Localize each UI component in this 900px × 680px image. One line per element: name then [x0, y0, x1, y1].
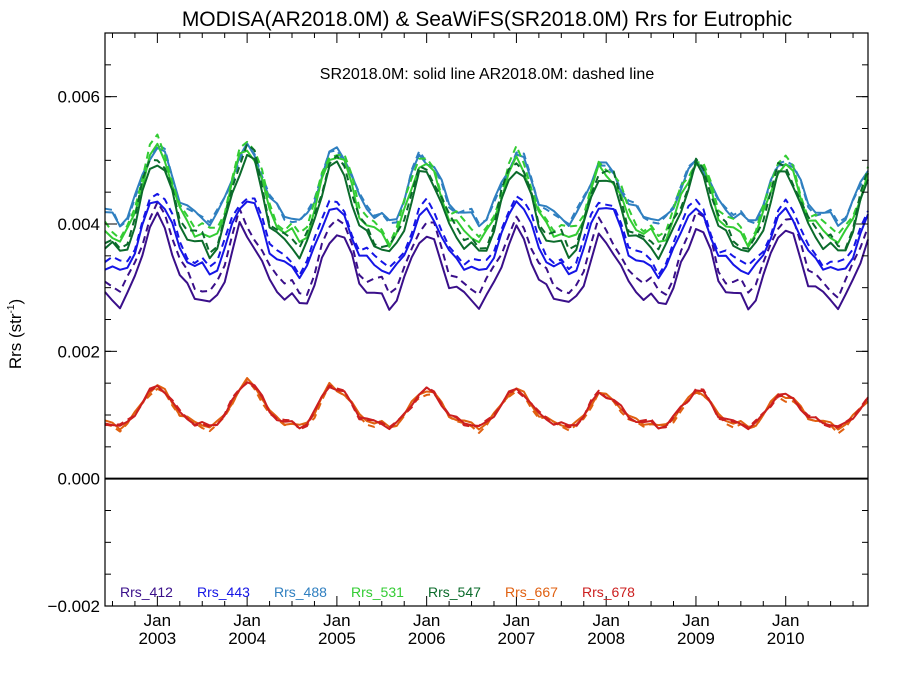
series-line-rrs-547-dashed [104, 143, 869, 254]
svg-text:Rrs (str-1): Rrs (str-1) [6, 299, 25, 369]
x-tick-label-year: 2003 [138, 629, 176, 648]
y-tick-label: −0.002 [48, 597, 100, 616]
y-tick-label: 0.006 [57, 88, 100, 107]
x-tick-label-year: 2009 [677, 629, 715, 648]
series-line-rrs-531-dashed [104, 133, 869, 246]
x-tick-label-month: Jan [592, 611, 619, 630]
x-tick-label-year: 2006 [408, 629, 446, 648]
y-axis-label-end: ) [6, 299, 25, 305]
series-line-rrs-412-solid [104, 211, 869, 311]
legend: Rrs_412 Rrs_443 Rrs_488 Rrs_531 Rrs_547 Rrs_6… [120, 584, 635, 600]
x-tick-label-year: 2010 [767, 629, 805, 648]
series-line-rrs-443-solid [104, 200, 869, 280]
axes: −0.0020.0000.0020.0040.006Jan2003Jan2004… [48, 32, 869, 648]
series-line-rrs-443-dashed [104, 192, 869, 277]
x-tick-label-year: 2008 [587, 629, 625, 648]
series-line-rrs-547-solid [104, 153, 869, 261]
series-line-rrs-531-solid [104, 142, 869, 248]
series-line-rrs-412-dashed [104, 201, 869, 299]
chart-title: MODISA(AR2018.0M) & SeaWiFS(SR2018.0M) R… [182, 8, 792, 31]
x-tick-label-month: Jan [503, 611, 530, 630]
series-line-rrs-678-solid [104, 381, 869, 431]
series-line-rrs-678-dashed [104, 382, 869, 431]
y-tick-label: 0.002 [57, 342, 100, 361]
y-tick-label: 0.000 [57, 470, 100, 489]
x-tick-label-year: 2004 [228, 629, 266, 648]
legend-item-rrs-443: Rrs_443 [197, 584, 250, 600]
plot-lines [104, 133, 869, 435]
x-tick-label-month: Jan [682, 611, 709, 630]
y-axis-label-sup: -1 [6, 304, 17, 313]
x-tick-label-year: 2007 [498, 629, 536, 648]
legend-item-rrs-547: Rrs_547 [428, 584, 481, 600]
legend-item-rrs-667: Rrs_667 [505, 584, 558, 600]
x-tick-label-year: 2005 [318, 629, 356, 648]
y-axis-label: Rrs (str-1) [6, 299, 25, 369]
y-axis-label-main: Rrs (str [6, 313, 25, 369]
x-tick-label-month: Jan [413, 611, 440, 630]
legend-item-rrs-488: Rrs_488 [274, 584, 327, 600]
x-tick-label-month: Jan [233, 611, 260, 630]
legend-item-rrs-412: Rrs_412 [120, 584, 173, 600]
chart-subtitle: SR2018.0M: solid line AR2018.0M: dashed … [320, 66, 655, 83]
x-tick-label-month: Jan [323, 611, 350, 630]
x-tick-label-month: Jan [144, 611, 171, 630]
legend-item-rrs-678: Rrs_678 [582, 584, 635, 600]
x-tick-label-month: Jan [772, 611, 799, 630]
y-tick-label: 0.004 [57, 215, 100, 234]
legend-item-rrs-531: Rrs_531 [351, 584, 404, 600]
